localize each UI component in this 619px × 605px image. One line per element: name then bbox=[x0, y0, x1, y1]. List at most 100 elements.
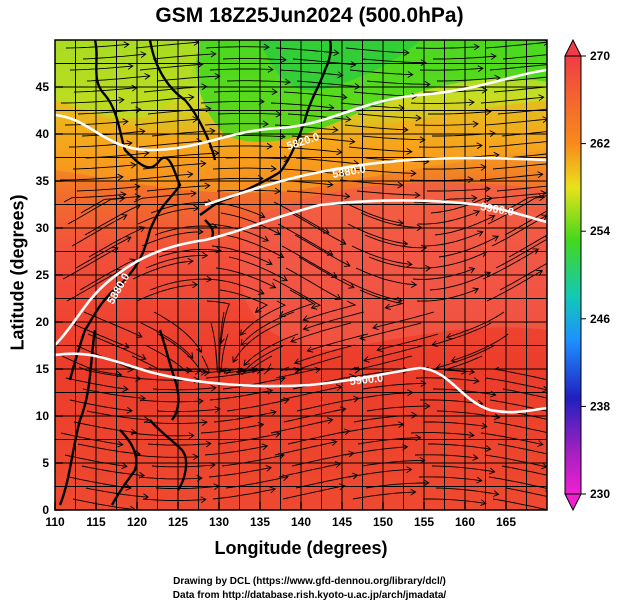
streamline-arrowhead bbox=[330, 439, 338, 446]
streamline bbox=[70, 322, 130, 349]
streamline bbox=[76, 186, 140, 192]
streamline bbox=[432, 388, 496, 396]
streamline-arrowhead bbox=[121, 462, 128, 470]
streamline-arrowhead bbox=[489, 467, 496, 475]
streamline bbox=[372, 311, 435, 329]
streamline bbox=[60, 432, 123, 446]
streamline-arrowhead bbox=[397, 181, 404, 189]
streamline bbox=[413, 197, 477, 203]
streamline-arrowhead bbox=[240, 339, 247, 346]
streamline-arrowhead bbox=[281, 275, 288, 282]
streamline-arrowhead bbox=[476, 230, 484, 237]
streamline bbox=[155, 485, 219, 490]
streamline-arrowhead bbox=[490, 390, 497, 398]
streamline-arrowhead bbox=[339, 406, 347, 414]
streamline bbox=[82, 53, 146, 60]
streamline bbox=[72, 164, 136, 170]
streamline-arrowhead bbox=[334, 461, 342, 468]
streamline-arrowhead bbox=[326, 249, 334, 256]
streamline-arrowhead bbox=[213, 483, 220, 491]
streamline bbox=[139, 399, 203, 403]
streamline bbox=[493, 366, 547, 381]
streamline bbox=[220, 212, 281, 235]
streamline-arrowhead bbox=[143, 150, 150, 157]
streamline-arrowhead bbox=[123, 342, 130, 349]
streamline bbox=[278, 146, 342, 153]
x-tick-label: 160 bbox=[455, 515, 475, 529]
streamline-arrowhead bbox=[277, 252, 285, 259]
streamline-arrowhead bbox=[125, 236, 132, 243]
streamline bbox=[294, 234, 351, 267]
streamline-arrowhead bbox=[218, 338, 225, 345]
streamline-arrowhead bbox=[271, 88, 278, 96]
streamline bbox=[204, 123, 269, 126]
streamline-arrowhead bbox=[205, 440, 212, 448]
streamline-arrowhead bbox=[283, 397, 290, 404]
streamline bbox=[488, 141, 547, 148]
streamline-arrowhead bbox=[197, 61, 204, 68]
streamline bbox=[282, 485, 345, 500]
streamline bbox=[134, 118, 198, 126]
streamline bbox=[69, 399, 133, 412]
y-tick-label: 35 bbox=[36, 174, 50, 188]
streamline bbox=[296, 397, 359, 412]
streamline bbox=[77, 108, 141, 115]
streamline bbox=[273, 201, 330, 234]
streamline-arrowhead bbox=[302, 315, 310, 322]
streamline-arrowhead bbox=[481, 86, 488, 94]
streamline-arrowhead bbox=[558, 475, 564, 481]
streamline-arrowhead bbox=[278, 452, 285, 460]
streamline bbox=[362, 383, 426, 390]
streamline bbox=[136, 284, 198, 302]
streamline-arrowhead bbox=[140, 51, 147, 58]
x-tick-label: 120 bbox=[127, 515, 147, 529]
y-tick-label: 30 bbox=[36, 221, 50, 235]
streamline bbox=[339, 179, 403, 186]
streamline-arrowhead bbox=[401, 240, 409, 247]
streamline-arrowhead bbox=[254, 306, 262, 313]
streamline-arrowhead bbox=[120, 191, 127, 199]
colorbar-tick-label: 246 bbox=[590, 312, 610, 326]
streamline bbox=[414, 123, 479, 126]
streamline bbox=[430, 197, 492, 214]
streamline-arrowhead bbox=[192, 281, 199, 289]
streamline bbox=[431, 465, 495, 473]
streamline bbox=[138, 476, 202, 480]
streamline bbox=[147, 443, 211, 446]
streamline bbox=[432, 132, 495, 137]
streamline-arrowhead bbox=[126, 407, 133, 414]
x-tick-label: 155 bbox=[414, 515, 434, 529]
streamline bbox=[340, 423, 404, 434]
streamline-arrowhead bbox=[279, 375, 286, 383]
y-tick-label: 0 bbox=[42, 503, 49, 517]
streamline bbox=[419, 67, 484, 71]
streamline-arrowhead bbox=[335, 384, 343, 391]
streamline-arrowhead bbox=[415, 114, 422, 122]
streamline bbox=[87, 333, 146, 360]
streamline bbox=[431, 322, 492, 346]
streamline-arrowhead bbox=[266, 142, 273, 150]
streamline-arrowhead bbox=[490, 53, 497, 60]
streamline bbox=[81, 130, 145, 137]
streamline-arrowhead bbox=[118, 96, 125, 104]
streamline bbox=[492, 163, 547, 170]
streamline-arrowhead bbox=[266, 259, 273, 266]
streamline-arrowhead bbox=[468, 99, 475, 106]
streamline-arrowhead bbox=[274, 431, 281, 438]
colorbar-tick-label: 254 bbox=[590, 224, 610, 238]
streamline bbox=[347, 223, 408, 245]
streamline bbox=[504, 210, 547, 236]
y-tick-label: 10 bbox=[36, 409, 50, 423]
streamline bbox=[129, 173, 193, 181]
streamline bbox=[361, 135, 425, 141]
streamline-arrowhead bbox=[420, 380, 427, 387]
streamline-arrowhead bbox=[197, 228, 204, 236]
streamline-arrowhead bbox=[201, 419, 208, 426]
streamline bbox=[497, 443, 547, 455]
streamline-arrowhead bbox=[203, 369, 210, 377]
streamline-arrowhead bbox=[138, 226, 146, 233]
streamline bbox=[295, 474, 358, 489]
streamline bbox=[290, 322, 352, 343]
streamline-arrowhead bbox=[270, 409, 277, 417]
streamline-arrowhead bbox=[419, 456, 426, 464]
